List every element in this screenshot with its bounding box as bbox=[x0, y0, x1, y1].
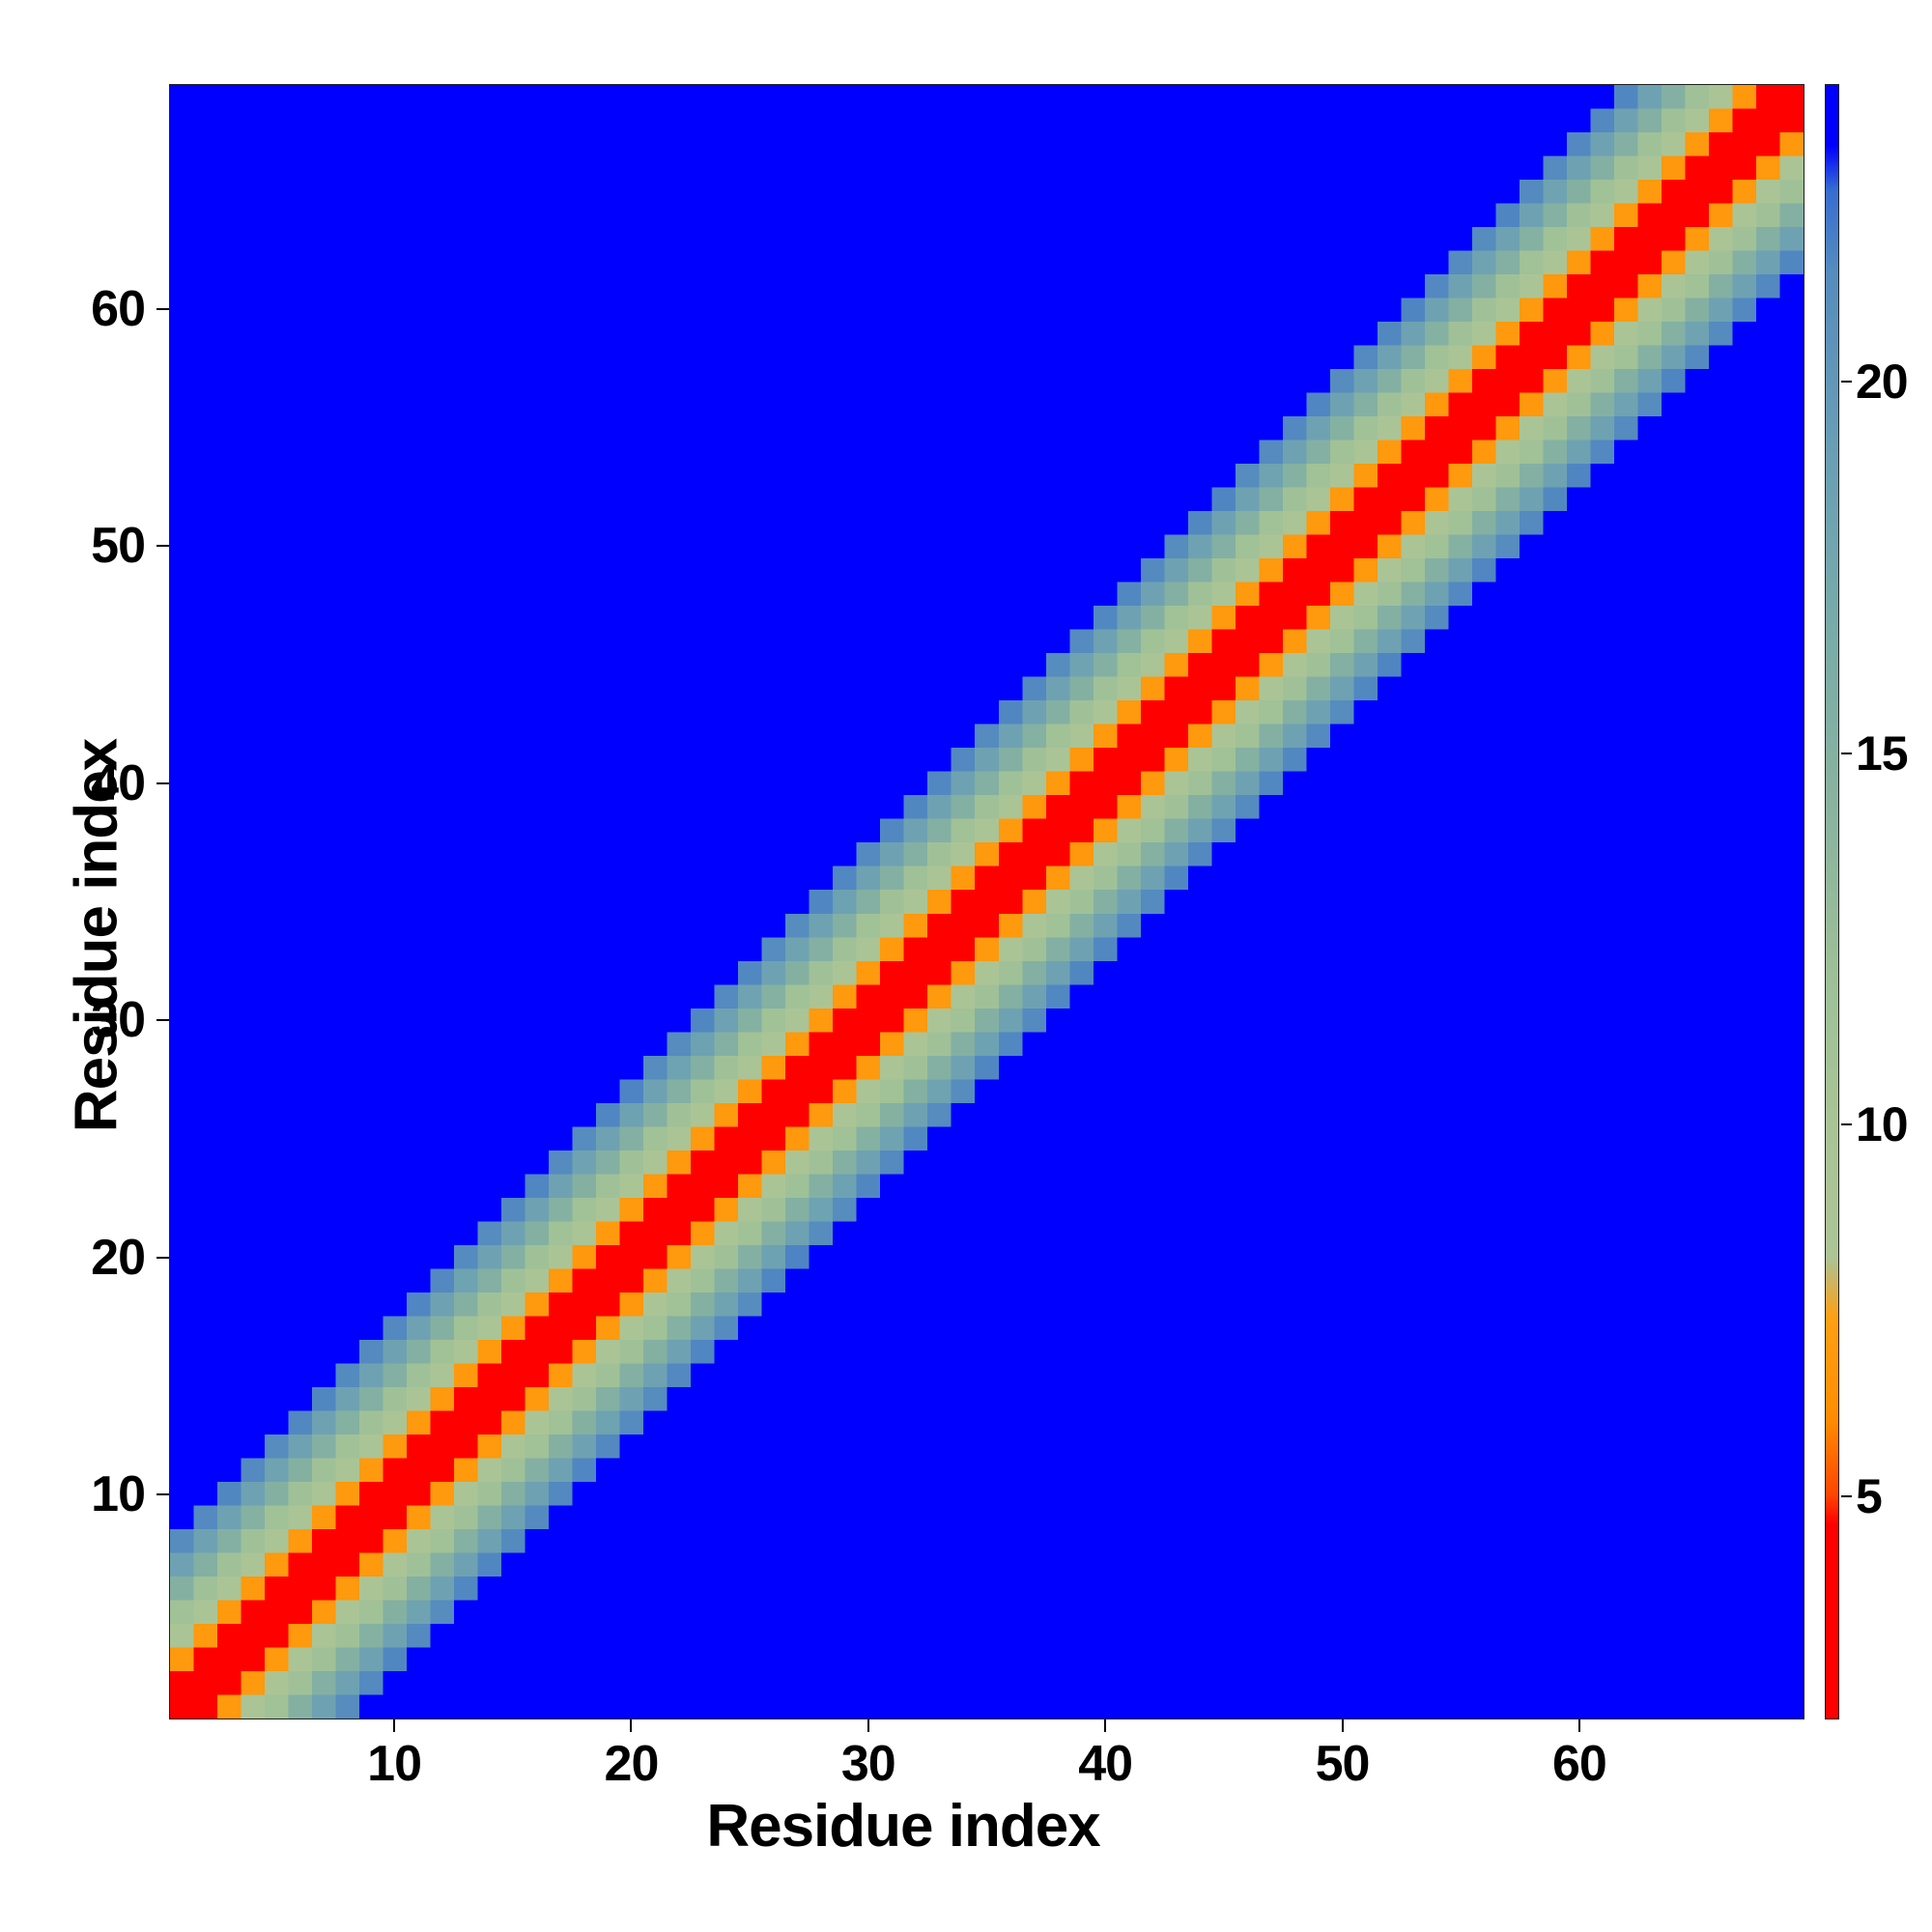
y-tick-40 bbox=[156, 781, 169, 784]
y-tick-label-10: 10 bbox=[91, 1465, 146, 1522]
y-tick-20 bbox=[156, 1256, 169, 1259]
x-tick-label-50: 50 bbox=[1315, 1736, 1371, 1792]
x-tick-20 bbox=[630, 1719, 633, 1732]
heatmap-plot-area[interactable] bbox=[169, 84, 1804, 1719]
colorbar-tick-10 bbox=[1841, 1123, 1852, 1126]
y-tick-label-20: 20 bbox=[91, 1229, 146, 1286]
y-tick-60 bbox=[156, 308, 169, 311]
x-axis-title-text: Residue index bbox=[706, 1793, 1100, 1860]
x-tick-50 bbox=[1341, 1719, 1344, 1732]
heatmap-canvas[interactable] bbox=[170, 85, 1804, 1719]
y-tick-label-40: 40 bbox=[91, 754, 146, 811]
colorbar-tick-5 bbox=[1841, 1495, 1852, 1498]
x-tick-40 bbox=[1104, 1719, 1107, 1732]
x-tick-label-10: 10 bbox=[367, 1736, 422, 1792]
colorbar-tick-label-10: 10 bbox=[1856, 1097, 1909, 1152]
colorbar-tick-15 bbox=[1841, 752, 1852, 754]
colorbar-canvas bbox=[1826, 85, 1838, 1719]
y-axis-title: Residue index bbox=[63, 738, 130, 1133]
y-tick-label-60: 60 bbox=[91, 281, 146, 338]
x-tick-label-20: 20 bbox=[604, 1736, 660, 1792]
x-axis-title: Residue index bbox=[0, 1792, 1932, 1861]
colorbar-tick-label-20: 20 bbox=[1856, 354, 1909, 409]
y-tick-50 bbox=[156, 545, 169, 548]
y-tick-label-50: 50 bbox=[91, 518, 146, 575]
x-tick-10 bbox=[393, 1719, 396, 1732]
x-tick-label-40: 40 bbox=[1078, 1736, 1133, 1792]
x-tick-30 bbox=[867, 1719, 869, 1732]
x-tick-label-30: 30 bbox=[840, 1736, 896, 1792]
x-tick-60 bbox=[1577, 1719, 1580, 1732]
colorbar-tick-label-15: 15 bbox=[1856, 725, 1909, 781]
colorbar-tick-20 bbox=[1841, 380, 1852, 383]
x-tick-label-60: 60 bbox=[1551, 1736, 1607, 1792]
y-tick-label-30: 30 bbox=[91, 992, 146, 1049]
y-tick-30 bbox=[156, 1019, 169, 1022]
y-tick-10 bbox=[156, 1492, 169, 1495]
colorbar[interactable] bbox=[1825, 84, 1839, 1719]
colorbar-tick-label-5: 5 bbox=[1856, 1469, 1883, 1524]
